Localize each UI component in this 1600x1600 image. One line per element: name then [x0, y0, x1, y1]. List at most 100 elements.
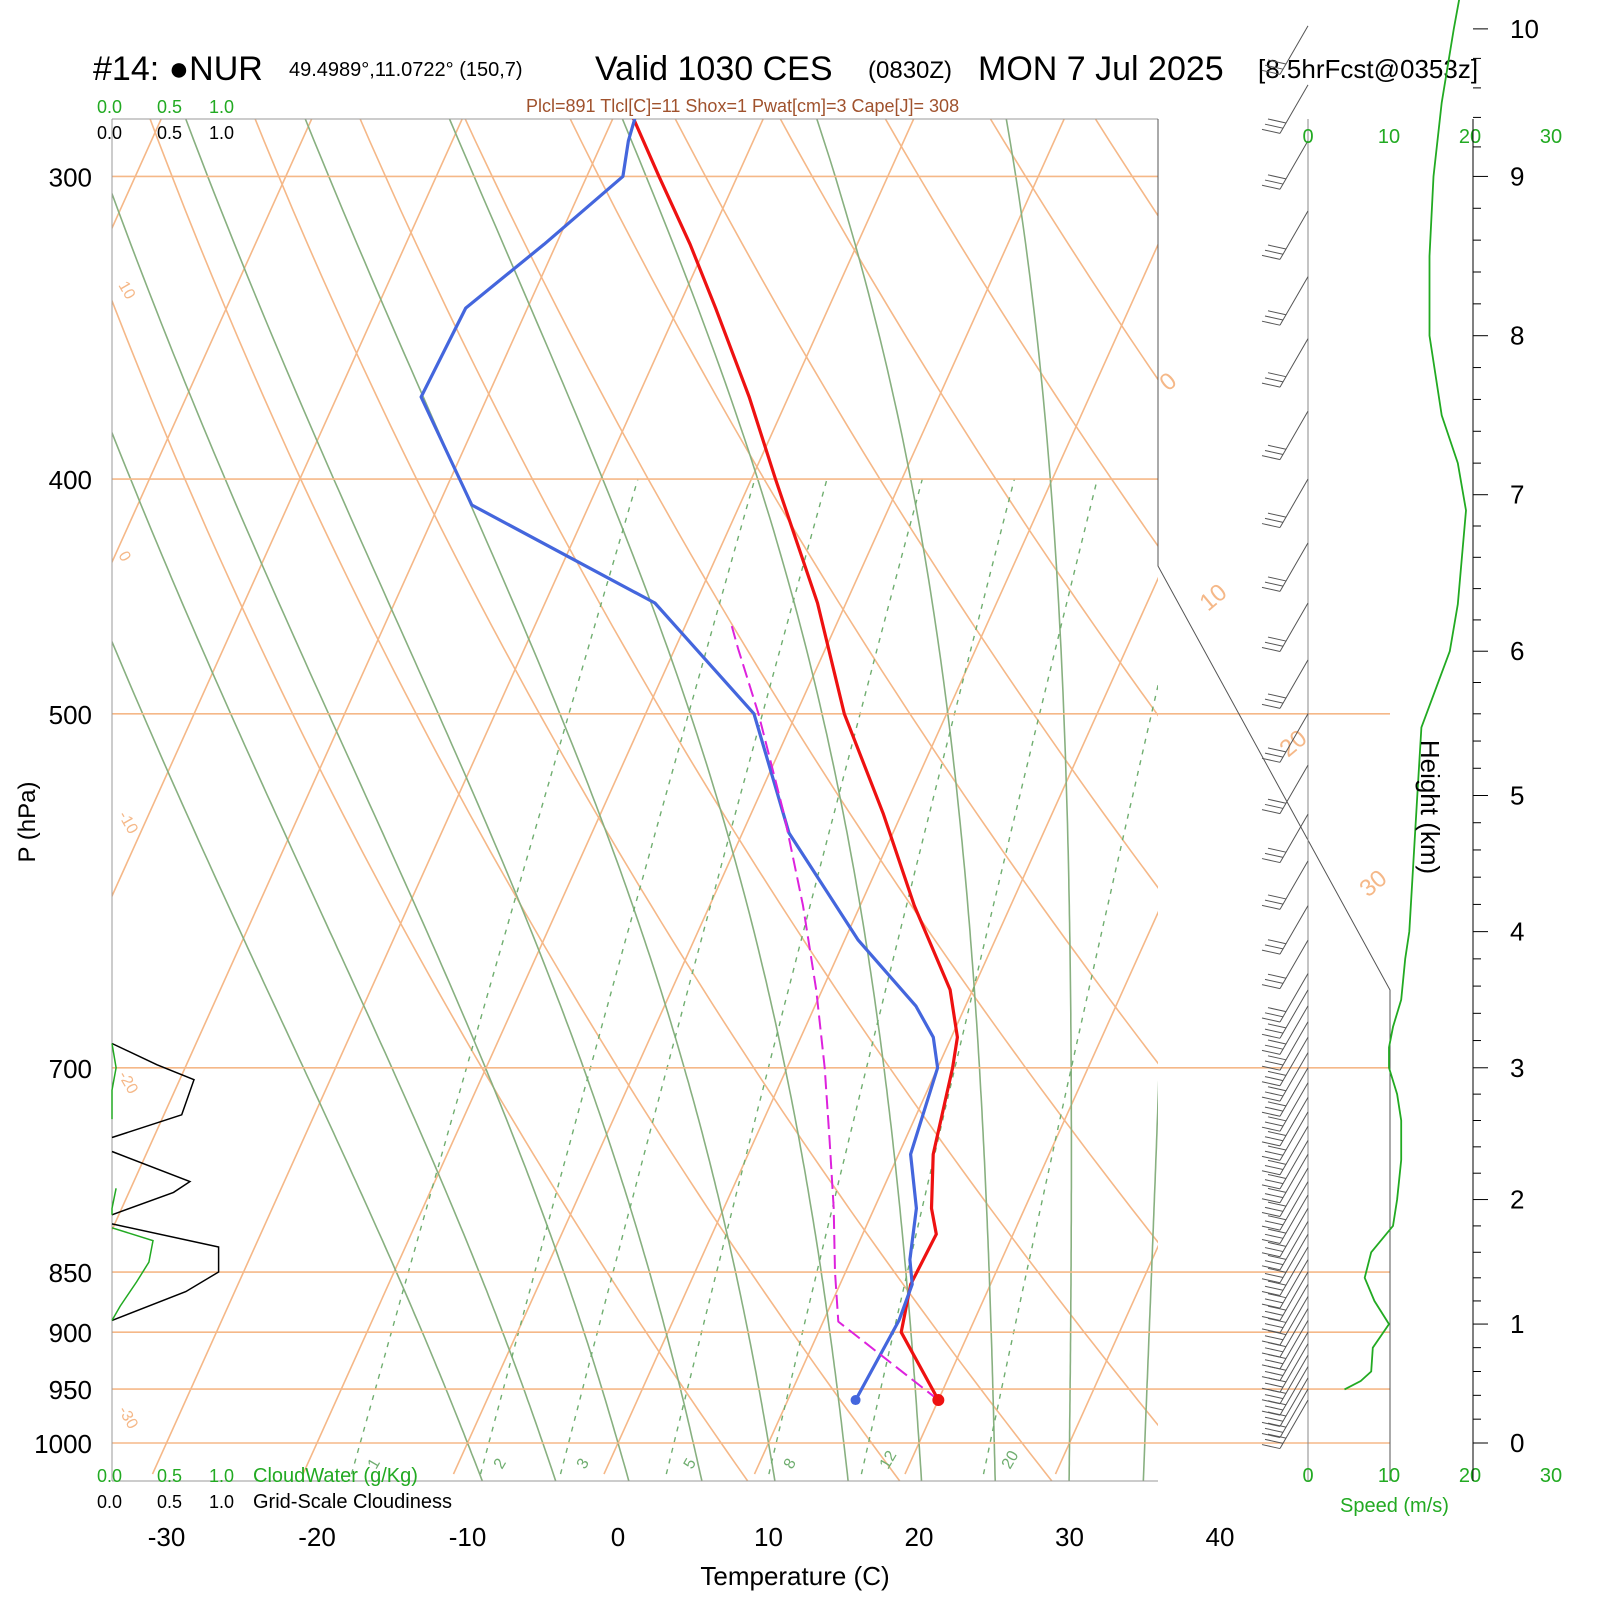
pressure-tick-label: 500 [49, 700, 92, 730]
barb-staff [1279, 276, 1309, 326]
dewpoint-profile [419, 119, 940, 1401]
barb-flag [1267, 1039, 1287, 1045]
barb-flag [1267, 1159, 1287, 1165]
barb-flag [1267, 1086, 1287, 1092]
isotherm-line [904, 910, 1158, 1475]
valid-date: MON 7 Jul 2025 [978, 50, 1224, 88]
barb-flag [1267, 973, 1287, 979]
isotherm-line [151, 119, 765, 1475]
wind-barb [1261, 1284, 1309, 1334]
speed-tick-bottom: 20 [1459, 1465, 1481, 1487]
barb-staff [1279, 860, 1309, 910]
dry-adiabat-line [884, 119, 1158, 548]
dry-adiabat-line [254, 119, 1053, 1481]
barb-flag [1264, 1165, 1284, 1171]
barb-flag [1267, 512, 1287, 518]
cloudwater-tick-top: 0.5 [157, 97, 182, 117]
barb-flag [1261, 1387, 1281, 1393]
barb-flag [1261, 1421, 1281, 1427]
height-axis-label: Height (km) [1415, 740, 1445, 874]
barb-staff [1279, 542, 1309, 592]
barb-flag [1264, 1121, 1284, 1127]
barb-staff [1279, 1167, 1309, 1217]
barb-flag [1261, 586, 1281, 592]
wind-barb [1261, 1181, 1309, 1231]
wind-barb [1261, 1037, 1309, 1087]
barb-flag [1264, 1076, 1284, 1082]
temperature-tick-label: -30 [148, 1522, 186, 1552]
cloudwater-trace [111, 1188, 117, 1215]
speed-tick-bottom: 0 [1302, 1465, 1313, 1487]
barb-flag [1261, 1399, 1281, 1405]
barb-flag [1261, 1303, 1281, 1309]
temperature-axis-ticks: -30 -20 -10 0 10 20 30 40 [148, 1522, 1235, 1552]
wind-barb [1261, 989, 1309, 1039]
barb-staff [1279, 1097, 1309, 1147]
mixing-ratio-label: 8 [781, 1456, 800, 1472]
isotherm-line [603, 242, 1158, 1475]
height-tick-label: 4 [1510, 917, 1524, 947]
surface-dewpoint-marker [850, 1395, 861, 1406]
barb-staff [1279, 905, 1309, 955]
cloudiness-tick-bottom: 0.0 [97, 1492, 122, 1512]
isotherm-label: 10 [1195, 579, 1233, 617]
barb-staff [1279, 1399, 1309, 1449]
barb-flag [1264, 315, 1284, 321]
temperature-tick-label: 20 [905, 1522, 934, 1552]
wind-barb [1261, 1052, 1309, 1102]
barb-staff [1279, 1052, 1309, 1102]
barb-flag [1267, 1254, 1287, 1260]
sounding-profiles [419, 119, 960, 1407]
barb-flag [1264, 249, 1284, 255]
barb-flag [1264, 1136, 1284, 1142]
dry-adiabat-line [1317, 0, 1600, 1484]
barb-flag [1261, 1340, 1281, 1346]
barb-flag [1261, 1444, 1281, 1450]
barb-staff [1279, 989, 1309, 1039]
barb-flag [1264, 377, 1284, 383]
cloudiness-trace [111, 1042, 195, 1139]
height-tick-label: 8 [1510, 321, 1524, 351]
barb-flag [1264, 1091, 1284, 1097]
isotherm-line [1356, 0, 1600, 1474]
height-tick-label: 1 [1510, 1309, 1524, 1339]
pressure-tick-label: 1000 [34, 1429, 92, 1459]
barb-flag [1261, 1111, 1281, 1117]
barb-staff [1279, 1221, 1309, 1271]
barb-staff [1279, 84, 1309, 134]
height-tick-label: 0 [1510, 1428, 1524, 1458]
dry-adiabat-lines [112, 0, 1600, 1484]
speed-tick-top: 10 [1378, 126, 1400, 148]
barb-flag [1267, 1317, 1287, 1323]
temperature-tick-label: -10 [449, 1522, 487, 1552]
dry-adiabat-line [1519, 0, 1600, 1484]
wind-barb [1261, 1097, 1309, 1147]
temperature-profile [631, 119, 960, 1401]
speed-tick-top: 30 [1540, 126, 1562, 148]
cloudwater-tick-bottom: 1.0 [209, 1466, 234, 1486]
cloudiness-tick-top: 1.0 [209, 123, 234, 143]
barb-flag [1267, 1007, 1287, 1013]
barb-flag [1261, 455, 1281, 461]
cloudiness-tick-top: 0.5 [157, 123, 182, 143]
wind-barb [1261, 1221, 1309, 1271]
barb-staff [1279, 1355, 1309, 1405]
zulu-time: (0830Z) [868, 57, 952, 84]
barb-flag [1267, 1023, 1287, 1029]
speed-tick-bottom: 10 [1378, 1465, 1400, 1487]
dry-adiabat-line [112, 298, 749, 1481]
barb-flag [1267, 1070, 1287, 1076]
barb-staff [1279, 1271, 1309, 1321]
barb-flag [1261, 1410, 1281, 1416]
isotherm-line [1054, 1244, 1158, 1475]
cloudiness-tick-top: 0.0 [97, 123, 122, 143]
barb-flag [1264, 1193, 1284, 1199]
barb-flag [1264, 1044, 1284, 1050]
wind-barb [1261, 1067, 1309, 1117]
temperature-tick-label: 10 [754, 1522, 783, 1552]
wind-barb [1261, 478, 1309, 529]
wind-barb [1261, 1377, 1309, 1427]
barb-staff [1279, 1111, 1309, 1161]
